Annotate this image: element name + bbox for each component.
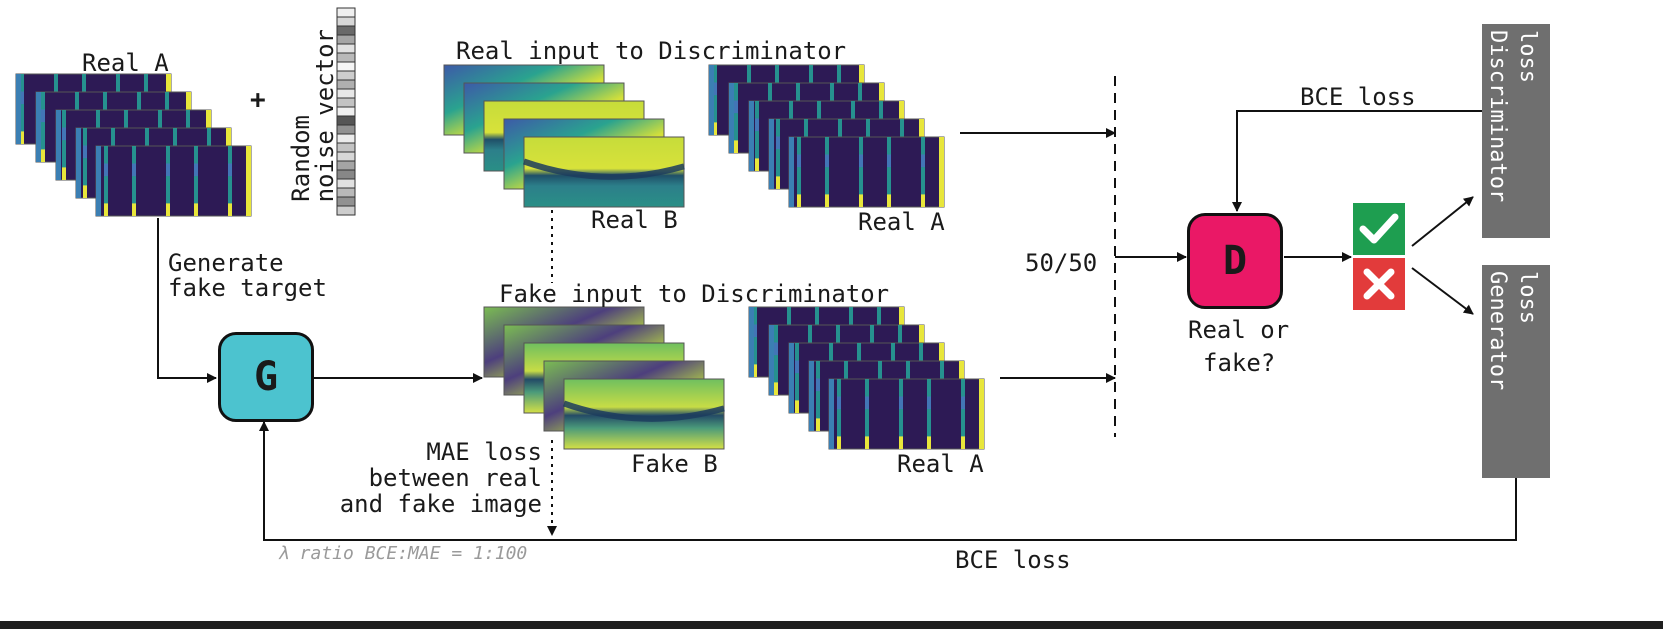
mae-label: MAE loss between real and fake image	[300, 439, 542, 517]
lambda-ratio-caption: λ ratio BCE:MAE = 1:100	[278, 543, 528, 564]
noise-label-line2: noise vector	[311, 28, 339, 202]
noise-label: Random noise vector	[285, 6, 339, 202]
bce-loss-bottom-label: BCE loss	[955, 546, 1071, 574]
realA-to-generator-arrow	[157, 218, 217, 383]
generator-node: G	[218, 332, 314, 422]
d-question-line1: Real or	[1188, 316, 1290, 344]
real-a-bottom-label: Real A	[897, 450, 984, 478]
gen-loss-line1: Generator	[1485, 271, 1510, 391]
noise-cell	[336, 88, 356, 99]
noise-cell	[336, 52, 356, 63]
noise-cell	[336, 61, 356, 72]
noise-vector	[336, 7, 356, 216]
noise-cell	[336, 178, 356, 189]
fake-input-title: Fake input to Discriminator	[499, 280, 890, 308]
noise-cell	[336, 205, 356, 216]
real-a-stack-fake-pair	[748, 306, 985, 450]
noise-cell	[336, 79, 356, 90]
bce-loss-top-label: BCE loss	[1300, 83, 1416, 111]
noise-cell	[336, 43, 356, 54]
check-icon	[1353, 203, 1405, 255]
noise-cell	[336, 115, 356, 126]
discriminator-letter: D	[1222, 238, 1248, 284]
disc-loss-line1: Discriminator	[1485, 30, 1510, 203]
gen-loss-feedback-arrow	[259, 421, 1517, 541]
noise-cell	[336, 151, 356, 162]
noise-cell	[336, 133, 356, 144]
generate-label-line2: fake target	[168, 274, 327, 302]
noise-cell	[336, 142, 356, 153]
plus-sign: +	[250, 85, 266, 115]
real-b-label: Real B	[591, 206, 678, 234]
mae-label-line2: between real	[368, 464, 542, 492]
cross-icon	[1353, 258, 1405, 310]
generator-loss-box: Generator loss	[1482, 265, 1550, 478]
fake-b-label: Fake B	[631, 450, 718, 478]
result-to-gen-loss-arrow	[1411, 267, 1474, 315]
noise-cell	[336, 70, 356, 81]
real-a-mid-label: Real A	[858, 208, 945, 236]
noise-cell	[336, 16, 356, 27]
noise-cell	[336, 160, 356, 171]
split-label: 50/50	[1025, 249, 1098, 277]
mae-label-line3: and fake image	[339, 490, 542, 518]
gen-loss-line2: loss	[1515, 271, 1540, 324]
generate-label-line1: Generate	[168, 249, 284, 277]
noise-cell	[336, 25, 356, 36]
d-question-line2: fake?	[1203, 349, 1276, 377]
result-to-disc-loss-arrow	[1411, 196, 1474, 247]
noise-cell	[336, 169, 356, 180]
real-input-title: Real input to Discriminator	[456, 37, 847, 65]
noise-cell	[336, 124, 356, 135]
noise-cell	[336, 7, 356, 18]
noise-cell	[336, 34, 356, 45]
mae-label-line1: MAE loss	[426, 438, 542, 466]
noise-cell	[336, 97, 356, 108]
disc-loss-feedback-arrow	[1232, 110, 1482, 212]
discriminator-node: D	[1187, 213, 1283, 309]
noise-cell	[336, 106, 356, 117]
real-b-stack	[443, 64, 685, 208]
disc-loss-line2: loss	[1515, 30, 1540, 83]
noise-cell	[336, 196, 356, 207]
real-a-stack-real-pair	[708, 64, 945, 208]
noise-label-line1: Random	[287, 115, 315, 202]
generator-letter: G	[253, 354, 279, 400]
real-a-top-label: Real A	[82, 49, 169, 77]
bottom-border	[0, 621, 1663, 629]
real-a-stack-input	[15, 73, 252, 217]
connectors	[157, 76, 1517, 541]
noise-cell	[336, 187, 356, 198]
fake-b-stack	[483, 306, 725, 450]
discriminator-loss-box: Discriminator loss	[1482, 24, 1550, 238]
